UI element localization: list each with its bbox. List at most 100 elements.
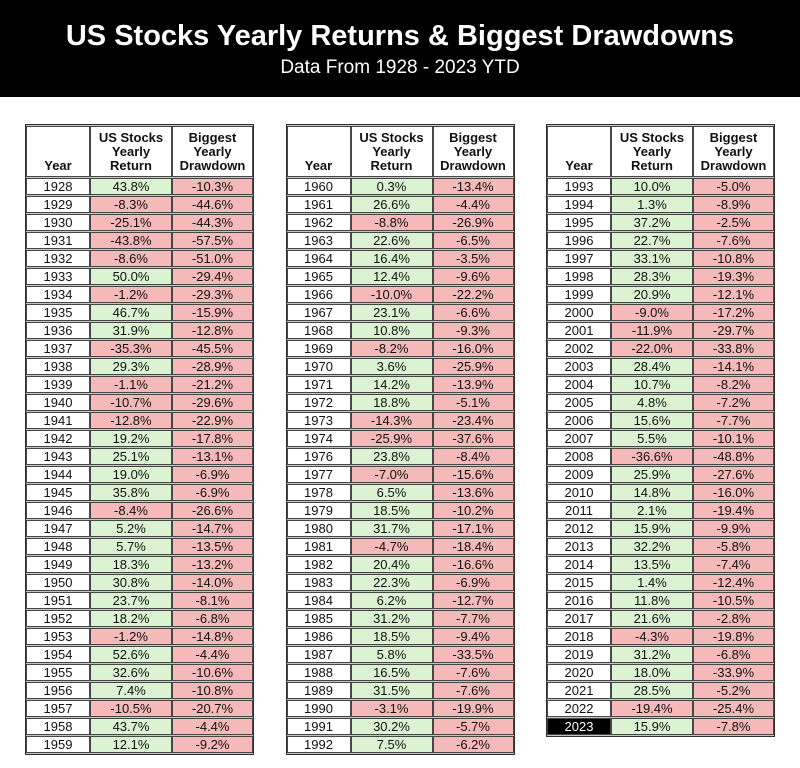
drawdown-cell: -7.8%	[693, 718, 774, 735]
drawdown-cell: -25.4%	[693, 700, 774, 717]
table-row: 1939 -1.1% -21.2%	[26, 376, 253, 393]
return-cell: 10.0%	[611, 178, 693, 195]
return-cell: 30.8%	[90, 574, 172, 591]
table-row: 1944 19.0% -6.9%	[26, 466, 253, 483]
year-cell: 2020	[547, 664, 611, 681]
column-header-return: US Stocks Yearly Return	[90, 126, 172, 177]
table-row: 1983 22.3% -6.9%	[286, 574, 514, 591]
year-cell: 1931	[26, 232, 90, 249]
drawdown-cell: -10.5%	[693, 592, 774, 609]
tables-container: Year US Stocks Yearly Return Biggest Yearl…	[0, 124, 800, 755]
drawdown-cell: -8.9%	[693, 196, 774, 213]
year-cell: 1986	[286, 628, 351, 645]
year-cell: 1959	[26, 736, 90, 753]
year-cell: 1982	[286, 556, 351, 573]
drawdown-cell: -6.5%	[432, 232, 514, 249]
table-row: 2006 15.6% -7.7%	[547, 412, 774, 429]
table-row: 1938 29.3% -28.9%	[26, 358, 253, 375]
table-row: 1987 5.8% -33.5%	[286, 646, 514, 663]
year-cell: 1987	[286, 646, 351, 663]
table-row: 1986 18.5% -9.4%	[286, 628, 514, 645]
year-cell: 2021	[547, 682, 611, 699]
drawdown-cell: -18.4%	[432, 538, 514, 555]
year-cell: 1946	[26, 502, 90, 519]
drawdown-cell: -29.7%	[693, 322, 774, 339]
year-cell: 1940	[26, 394, 90, 411]
year-cell: 1938	[26, 358, 90, 375]
year-cell: 1977	[286, 466, 351, 483]
return-cell: -35.3%	[90, 340, 172, 357]
header-row: Year US Stocks Yearly Return Biggest Yearl…	[26, 126, 253, 177]
return-cell: 25.1%	[90, 448, 172, 465]
table-row: 2016 11.8% -10.5%	[547, 592, 774, 609]
return-cell: 31.9%	[90, 322, 172, 339]
drawdown-cell: -9.3%	[432, 322, 514, 339]
table-row: 1978 6.5% -13.6%	[286, 484, 514, 501]
year-cell: 1942	[26, 430, 90, 447]
table-row: 1968 10.8% -9.3%	[286, 322, 514, 339]
return-cell: 5.5%	[611, 430, 693, 447]
table-row: 1949 18.3% -13.2%	[26, 556, 253, 573]
drawdown-cell: -17.1%	[432, 520, 514, 537]
return-cell: -1.1%	[90, 376, 172, 393]
return-cell: 2.1%	[611, 502, 693, 519]
drawdown-cell: -12.4%	[693, 574, 774, 591]
table-row: 1957 -10.5% -20.7%	[26, 700, 253, 717]
year-cell: 1957	[26, 700, 90, 717]
return-cell: 5.7%	[90, 538, 172, 555]
drawdown-cell: -13.1%	[172, 448, 253, 465]
table-row: 1994 1.3% -8.9%	[547, 196, 774, 213]
drawdown-cell: -2.5%	[693, 214, 774, 231]
table-row: 1972 18.8% -5.1%	[286, 394, 514, 411]
drawdown-cell: -19.9%	[432, 700, 514, 717]
table-row: 2019 31.2% -6.8%	[547, 646, 774, 663]
drawdown-cell: -57.5%	[172, 232, 253, 249]
drawdown-cell: -13.4%	[432, 178, 514, 195]
return-cell: 28.3%	[611, 268, 693, 285]
drawdown-cell: -6.8%	[172, 610, 253, 627]
table-row: 1936 31.9% -12.8%	[26, 322, 253, 339]
drawdown-cell: -8.4%	[432, 448, 514, 465]
table-row: 1965 12.4% -9.6%	[286, 268, 514, 285]
year-cell: 1948	[26, 538, 90, 555]
year-cell: 1949	[26, 556, 90, 573]
column-header-return: US Stocks Yearly Return	[611, 126, 693, 177]
year-cell: 2008	[547, 448, 611, 465]
table-row: 1998 28.3% -19.3%	[547, 268, 774, 285]
table-row: 1940 -10.7% -29.6%	[26, 394, 253, 411]
drawdown-cell: -7.4%	[693, 556, 774, 573]
year-cell: 2015	[547, 574, 611, 591]
year-cell: 2022	[547, 700, 611, 717]
returns-table-1928-1959: Year US Stocks Yearly Return Biggest Yearl…	[25, 124, 254, 755]
return-cell: 6.5%	[350, 484, 433, 501]
table-row: 1981 -4.7% -18.4%	[286, 538, 514, 555]
return-cell: 14.8%	[611, 484, 693, 501]
return-cell: -8.4%	[90, 502, 172, 519]
year-cell: 1928	[26, 178, 90, 195]
year-cell: 2009	[547, 466, 611, 483]
table-row: 2023 15.9% -7.8%	[547, 718, 774, 735]
drawdown-cell: -9.6%	[432, 268, 514, 285]
table-row: 1982 20.4% -16.6%	[286, 556, 514, 573]
table-row: 1999 20.9% -12.1%	[547, 286, 774, 303]
return-cell: -3.1%	[350, 700, 433, 717]
year-cell: 2001	[547, 322, 611, 339]
column-header-year: Year	[547, 126, 611, 177]
drawdown-cell: -29.4%	[172, 268, 253, 285]
return-cell: 3.6%	[350, 358, 433, 375]
return-cell: 18.8%	[350, 394, 433, 411]
return-cell: 1.3%	[611, 196, 693, 213]
return-cell: -8.6%	[90, 250, 172, 267]
table-row: 1937 -35.3% -45.5%	[26, 340, 253, 357]
table-row: 1935 46.7% -15.9%	[26, 304, 253, 321]
return-cell: 30.2%	[350, 718, 433, 735]
column-header-drawdown: Biggest Yearly Drawdown	[172, 126, 253, 177]
table-row: 1990 -3.1% -19.9%	[286, 700, 514, 717]
drawdown-cell: -13.5%	[172, 538, 253, 555]
column-header-drawdown: Biggest Yearly Drawdown	[432, 126, 514, 177]
return-cell: 50.0%	[90, 268, 172, 285]
table-row: 1951 23.7% -8.1%	[26, 592, 253, 609]
year-cell: 1999	[547, 286, 611, 303]
year-cell: 2007	[547, 430, 611, 447]
return-cell: 31.7%	[350, 520, 433, 537]
